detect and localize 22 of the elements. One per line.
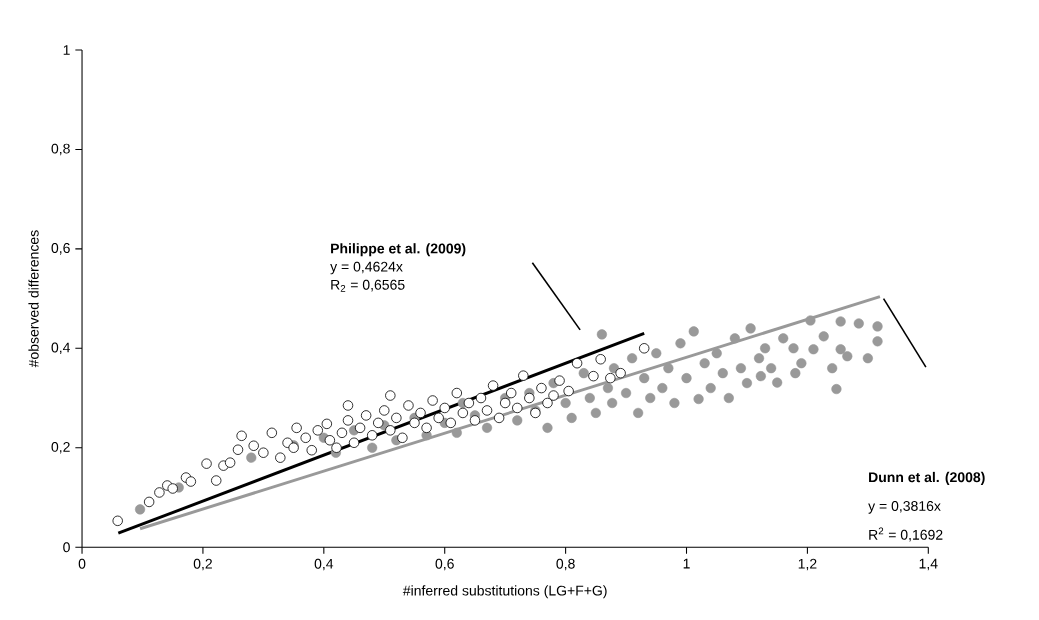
y-tick-label: 0,2	[51, 441, 70, 454]
x-tick-label: 0,2	[193, 558, 212, 571]
annotation: y = 0,4624x	[330, 261, 403, 275]
x-axis-title: #inferred substitutions (LG+F+G)	[402, 585, 607, 599]
annotation: y = 0,3816x	[868, 500, 941, 514]
x-tick-label: 0,6	[435, 558, 454, 571]
y-tick-label: 0	[63, 542, 70, 553]
annotation: Dunn et al. (2008)	[869, 471, 985, 485]
annotation: R$_{2}$ = 0,6565	[331, 279, 405, 292]
annotation: R$^{2}$ = 0,1692	[869, 527, 943, 542]
x-tick-label: 0	[78, 558, 86, 569]
y-tick-label: 0,8	[51, 143, 70, 156]
y-tick-label: 0,4	[51, 342, 70, 354]
y-tick-label: 1	[63, 45, 70, 55]
annotation: Philippe et al. (2009)	[331, 243, 466, 257]
y-tick-label: 0,6	[51, 243, 70, 255]
x-tick-label: 0,4	[314, 558, 334, 571]
x-tick-label: 1	[683, 558, 690, 569]
y-axis-title: #observed differences	[28, 230, 39, 368]
x-tick-label: 1,4	[919, 558, 938, 571]
x-tick-label: 1,2	[798, 558, 817, 571]
x-tick-label: 0,8	[556, 558, 575, 571]
